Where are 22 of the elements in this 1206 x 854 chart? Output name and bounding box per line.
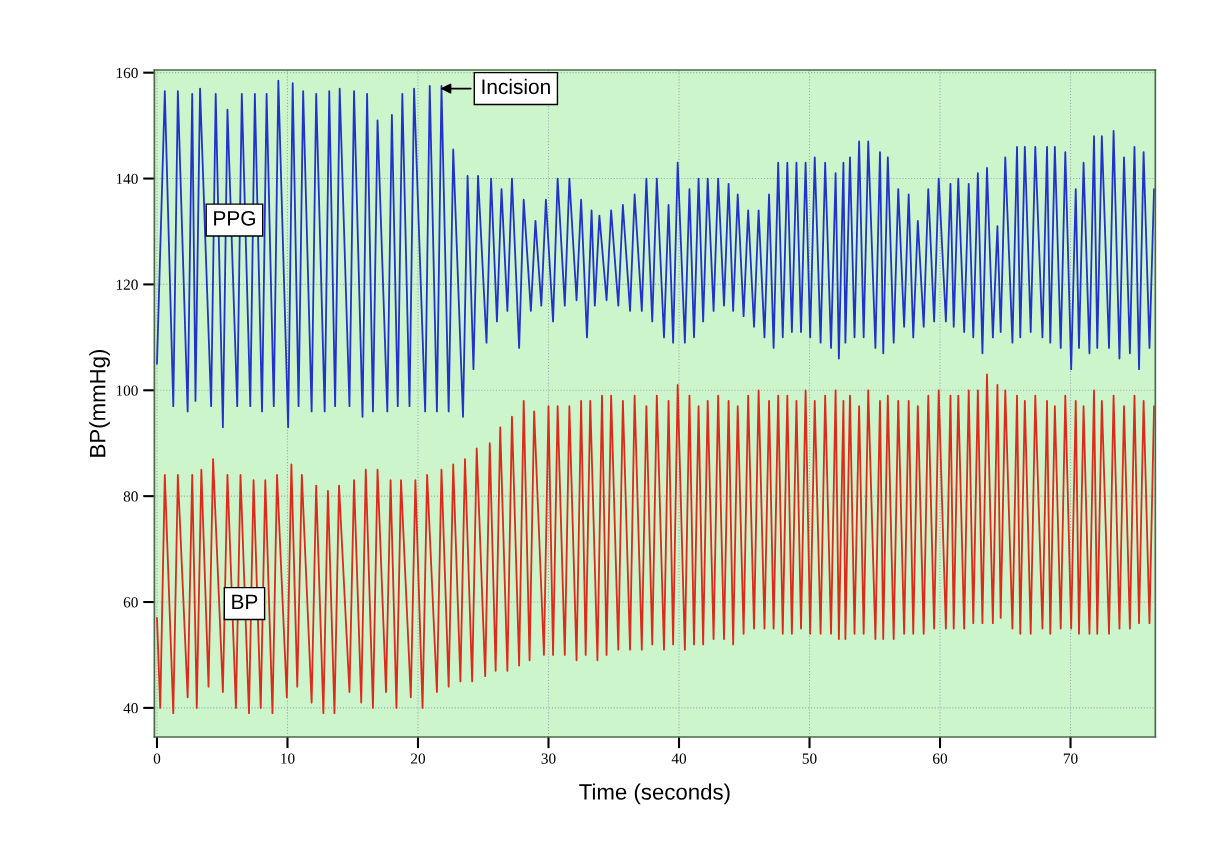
series-label: BP <box>232 594 258 609</box>
x-tick-label: 70 <box>1063 753 1078 764</box>
y-tick-label: 120 <box>116 279 138 290</box>
x-tick-label: 40 <box>671 753 687 764</box>
y-tick-label: 40 <box>123 703 138 714</box>
y-tick-label: 60 <box>123 597 138 608</box>
y-tick-label: 140 <box>116 173 138 184</box>
x-tick-label: 30 <box>541 753 556 764</box>
y-tick-label: 100 <box>116 385 138 396</box>
x-tick-label: 0 <box>153 753 161 764</box>
y-axis-title: BP(mmHg) <box>89 349 110 457</box>
y-tick-label: 80 <box>123 491 138 502</box>
line-series <box>156 373 1155 715</box>
line-series <box>156 79 1155 429</box>
x-axis-title: Time (seconds) <box>579 783 730 805</box>
x-tick-label: 10 <box>281 753 295 764</box>
y-tick-label: 160 <box>116 67 138 79</box>
series-label: PPG <box>214 210 255 226</box>
x-tick-label: 20 <box>411 753 426 764</box>
x-tick-label: 60 <box>933 753 948 764</box>
x-tick-label: 50 <box>802 753 817 764</box>
annotation: Incision <box>482 78 550 95</box>
